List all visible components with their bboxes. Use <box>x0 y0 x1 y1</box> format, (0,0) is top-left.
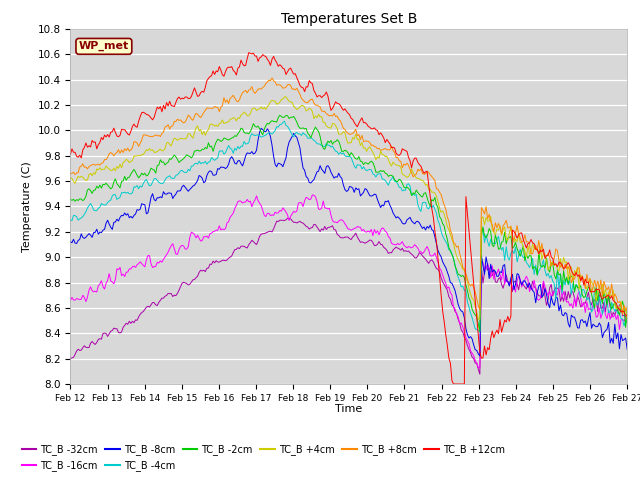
TC_B -16cm <box>251 197 259 203</box>
TC_B +8cm <box>251 91 259 96</box>
TC_B +8cm <box>232 98 240 104</box>
TC_B +4cm <box>594 288 602 293</box>
TC_B -4cm <box>260 133 268 139</box>
TC_B -16cm <box>623 313 631 319</box>
TC_B -2cm <box>476 328 484 334</box>
TC_B +4cm <box>251 105 259 111</box>
TC_B +4cm <box>280 94 288 100</box>
TC_B -32cm <box>67 355 74 361</box>
TC_B -16cm <box>67 298 74 303</box>
TC_B +12cm <box>595 287 603 293</box>
TC_B +12cm <box>232 72 240 78</box>
TC_B +12cm <box>450 381 458 387</box>
TC_B -8cm <box>67 239 74 245</box>
TC_B -32cm <box>232 246 240 252</box>
TC_B -2cm <box>135 175 143 181</box>
TC_B -4cm <box>232 147 240 153</box>
TC_B -2cm <box>251 123 259 129</box>
Legend: TC_B -32cm, TC_B -16cm, TC_B -8cm, TC_B -4cm, TC_B -2cm, TC_B +4cm, TC_B +8cm, T: TC_B -32cm, TC_B -16cm, TC_B -8cm, TC_B … <box>18 441 509 475</box>
TC_B -8cm <box>623 347 631 352</box>
TC_B +4cm <box>260 105 268 110</box>
TC_B -32cm <box>623 317 631 323</box>
TC_B -8cm <box>595 320 603 326</box>
TC_B +8cm <box>67 171 74 177</box>
TC_B +8cm <box>268 75 276 81</box>
TC_B -2cm <box>276 112 284 118</box>
Line: TC_B +8cm: TC_B +8cm <box>70 78 627 314</box>
Line: TC_B -8cm: TC_B -8cm <box>70 129 627 356</box>
TC_B -2cm <box>623 307 631 312</box>
TC_B -16cm <box>595 305 603 311</box>
TC_B +4cm <box>67 175 74 180</box>
TC_B -8cm <box>232 161 240 167</box>
TC_B -32cm <box>251 240 259 246</box>
TC_B +8cm <box>135 144 143 149</box>
TC_B -32cm <box>312 222 319 228</box>
TC_B -8cm <box>251 150 259 156</box>
Line: TC_B -16cm: TC_B -16cm <box>70 195 627 368</box>
TC_B -16cm <box>260 213 268 218</box>
TC_B +12cm <box>262 54 269 60</box>
TC_B -8cm <box>257 126 265 132</box>
TC_B -4cm <box>67 217 74 223</box>
TC_B -4cm <box>623 320 631 325</box>
TC_B +8cm <box>619 312 627 317</box>
Line: TC_B +12cm: TC_B +12cm <box>70 53 627 384</box>
Text: WP_met: WP_met <box>79 41 129 51</box>
TC_B -4cm <box>312 139 319 144</box>
Line: TC_B -4cm: TC_B -4cm <box>70 121 627 332</box>
TC_B -2cm <box>312 124 319 130</box>
TC_B -16cm <box>232 203 240 208</box>
TC_B -2cm <box>260 126 268 132</box>
TC_B +12cm <box>312 90 319 96</box>
Line: TC_B -2cm: TC_B -2cm <box>70 115 627 331</box>
TC_B -32cm <box>135 314 143 320</box>
TC_B +4cm <box>312 113 319 119</box>
TC_B -32cm <box>284 216 291 221</box>
TC_B -16cm <box>308 192 316 198</box>
TC_B +8cm <box>594 278 602 284</box>
TC_B -4cm <box>476 329 484 335</box>
TC_B +4cm <box>232 118 240 124</box>
TC_B -8cm <box>312 173 319 179</box>
TC_B +12cm <box>253 53 260 59</box>
TC_B +8cm <box>260 84 268 89</box>
TC_B -4cm <box>251 132 259 138</box>
TC_B -8cm <box>262 129 269 134</box>
TC_B -8cm <box>135 207 143 213</box>
Y-axis label: Temperature (C): Temperature (C) <box>22 161 32 252</box>
X-axis label: Time: Time <box>335 404 362 414</box>
TC_B -16cm <box>476 365 484 371</box>
TC_B +4cm <box>135 153 143 158</box>
TC_B -16cm <box>312 194 319 200</box>
TC_B +4cm <box>623 317 631 323</box>
TC_B -4cm <box>135 186 143 192</box>
TC_B -32cm <box>595 292 603 298</box>
TC_B -2cm <box>67 196 74 202</box>
TC_B -4cm <box>595 294 603 300</box>
TC_B -2cm <box>232 133 240 139</box>
TC_B -32cm <box>476 372 484 377</box>
TC_B -8cm <box>476 353 484 359</box>
TC_B +8cm <box>623 304 631 310</box>
Line: TC_B +4cm: TC_B +4cm <box>70 97 627 320</box>
TC_B +12cm <box>135 119 143 124</box>
TC_B -32cm <box>260 231 268 237</box>
TC_B -16cm <box>135 261 143 266</box>
TC_B +12cm <box>623 313 631 319</box>
TC_B +12cm <box>67 152 74 157</box>
Title: Temperatures Set B: Temperatures Set B <box>280 12 417 26</box>
TC_B +8cm <box>312 102 319 108</box>
TC_B -4cm <box>280 118 288 124</box>
TC_B -2cm <box>595 288 603 293</box>
TC_B +12cm <box>245 50 253 56</box>
Line: TC_B -32cm: TC_B -32cm <box>70 218 627 374</box>
